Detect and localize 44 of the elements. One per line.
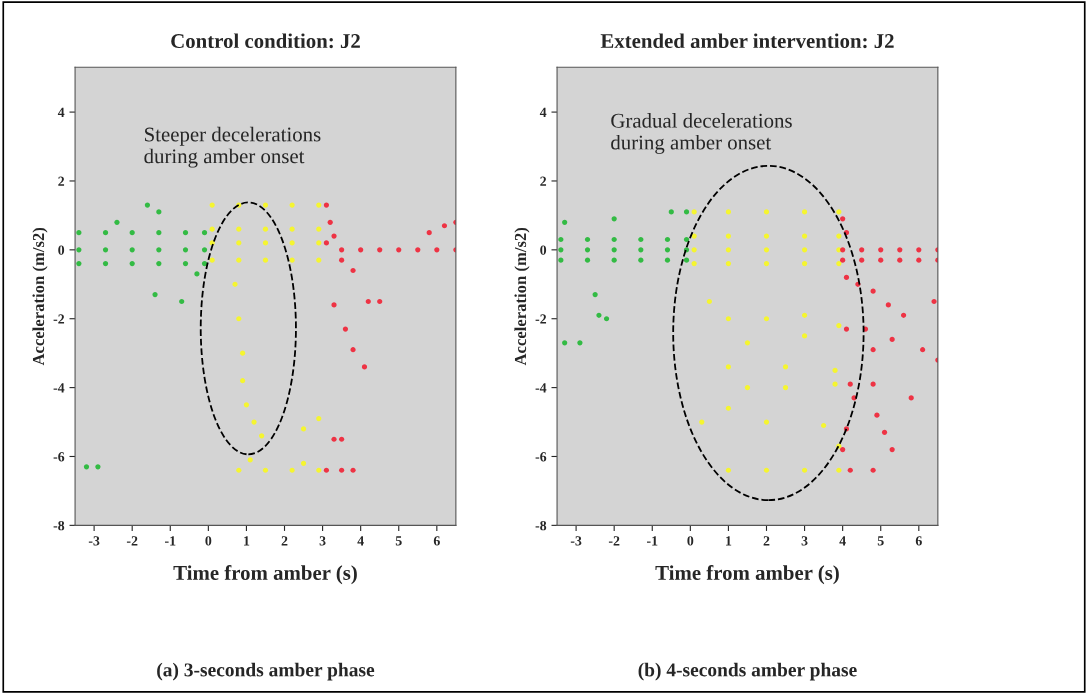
annotation: Gradual decelerations during amber onset [611, 113, 792, 154]
x-axis-title: Time from amber (s) [655, 565, 839, 585]
y-tick-label: 0 [540, 245, 547, 255]
x-tick-label: 2 [763, 536, 770, 546]
y-tick-label: -2 [535, 314, 547, 324]
x-tick-label: 0 [205, 536, 212, 546]
x-tick-label: -3 [88, 536, 100, 546]
y-tick-label: 4 [57, 107, 65, 117]
y-tick-label: 2 [58, 176, 65, 186]
x-tick-label: -2 [608, 536, 620, 546]
x-tick-label: -3 [570, 536, 582, 546]
y-axis-title: Acceleration (m/s2) [32, 227, 48, 366]
x-tick-label: 0 [687, 536, 694, 546]
chart-title: Control condition: J2 [171, 33, 360, 49]
y-tick-label: 4 [539, 107, 547, 117]
text: (a) 3-seconds amber phase [157, 662, 375, 681]
y-tick-label: -4 [535, 383, 547, 393]
y-tick-label: -2 [53, 314, 65, 324]
x-tick-label: -1 [165, 536, 176, 546]
y-axis-title: Acceleration (m/s2) [514, 227, 530, 366]
x-tick-label: 1 [244, 536, 250, 546]
annotation: Steeper decelerations during amber onset [144, 126, 321, 168]
x-tick-label: 2 [281, 536, 288, 546]
y-tick-label: -6 [53, 452, 65, 462]
x-tick-label: 1 [726, 536, 732, 546]
y-tick-label: -8 [535, 520, 547, 531]
x-tick-label: 4 [357, 536, 364, 546]
x-tick-label: 3 [801, 536, 808, 546]
x-tick-label: -1 [646, 536, 658, 546]
x-tick-label: 4 [839, 536, 846, 546]
x-tick-label: 5 [395, 536, 402, 546]
text: (b) 4-seconds amber phase [638, 662, 857, 681]
x-tick-label: -2 [126, 536, 138, 546]
y-tick-label: 0 [58, 245, 65, 255]
x-tick-label: 6 [433, 536, 440, 546]
x-axis-title: Time from amber (s) [173, 565, 357, 585]
y-tick-label: -6 [535, 452, 547, 462]
y-tick-label: -4 [53, 383, 65, 393]
y-tick-label: -8 [53, 520, 65, 531]
x-tick-label: 3 [319, 536, 326, 546]
y-tick-label: 2 [540, 176, 547, 186]
x-tick-label: 6 [915, 536, 922, 546]
chart-title: Extended amber intervention: J2 [600, 33, 894, 49]
x-tick-label: 5 [877, 536, 884, 546]
